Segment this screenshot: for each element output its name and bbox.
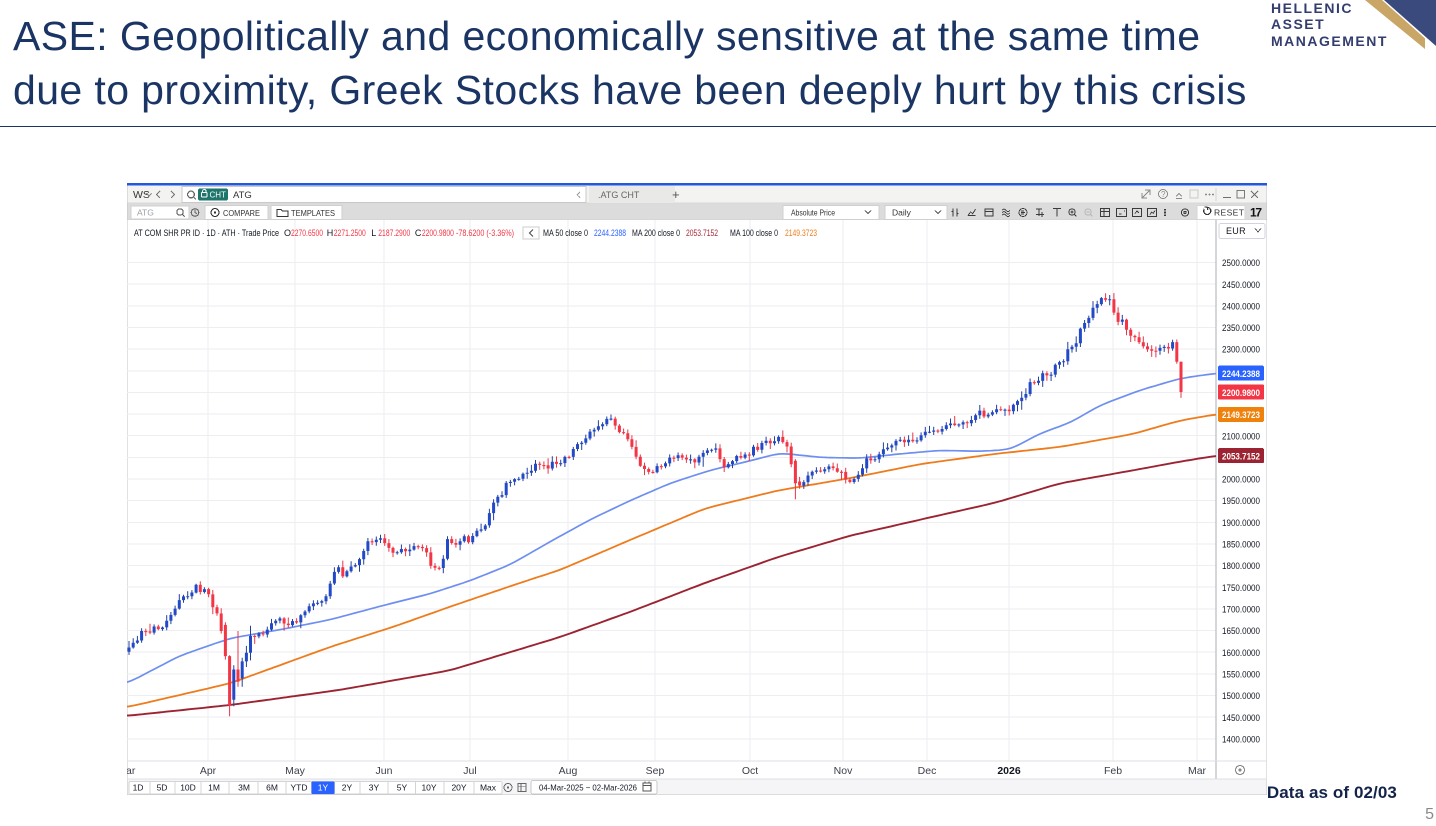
svg-text:1500.0000: 1500.0000 [1222, 691, 1260, 702]
svg-text:Daily: Daily [892, 207, 912, 217]
svg-text:2100.0000: 2100.0000 [1222, 431, 1260, 442]
svg-text:2000.0000: 2000.0000 [1222, 475, 1260, 486]
svg-text:Oct: Oct [742, 765, 758, 777]
svg-text:1D: 1D [133, 783, 144, 793]
svg-text:1900.0000: 1900.0000 [1222, 518, 1260, 529]
svg-text:1650.0000: 1650.0000 [1222, 626, 1260, 637]
svg-text:CHT: CHT [210, 191, 227, 200]
svg-text:5D: 5D [157, 783, 168, 793]
svg-text:3Y: 3Y [369, 783, 380, 793]
svg-text:1Y: 1Y [318, 783, 329, 793]
svg-text:10D: 10D [180, 783, 196, 793]
svg-text:Absolute Price: Absolute Price [791, 207, 835, 217]
svg-text:ATG: ATG [233, 190, 252, 201]
svg-text:TEMPLATES: TEMPLATES [291, 208, 335, 218]
svg-text:ar: ar [127, 765, 136, 777]
svg-text:1850.0000: 1850.0000 [1222, 540, 1260, 551]
svg-text:AT COM SHR PR ID · 1D · ATH ·: AT COM SHR PR ID · 1D · ATH · Trade Pric… [134, 228, 279, 238]
svg-text:5Y: 5Y [397, 783, 408, 793]
svg-text:2350.0000: 2350.0000 [1222, 323, 1260, 334]
svg-text:Max: Max [480, 783, 497, 793]
svg-text:2053.7152: 2053.7152 [1222, 452, 1260, 463]
svg-text:2270.6500: 2270.6500 [291, 228, 323, 238]
svg-text:O: O [284, 228, 291, 238]
svg-text:May: May [285, 765, 306, 777]
svg-text:04-Mar-2025 ~ 02-Mar-2026: 04-Mar-2025 ~ 02-Mar-2026 [539, 782, 637, 792]
svg-text:3M: 3M [238, 783, 250, 793]
svg-text:1750.0000: 1750.0000 [1222, 583, 1260, 594]
svg-text:17: 17 [1250, 205, 1262, 219]
svg-text:Jun: Jun [376, 765, 393, 777]
svg-text:1700.0000: 1700.0000 [1222, 605, 1260, 616]
svg-text:2271.2500: 2271.2500 [334, 228, 366, 238]
svg-text:MA 50 close 0: MA 50 close 0 [543, 228, 588, 238]
svg-text:2500.0000: 2500.0000 [1222, 258, 1260, 269]
svg-text:1800.0000: 1800.0000 [1222, 561, 1260, 572]
svg-text:RESET: RESET [1214, 208, 1244, 218]
svg-text:L: L [371, 228, 376, 238]
svg-text:2Y: 2Y [342, 783, 353, 793]
svg-text:Nov: Nov [834, 765, 853, 777]
svg-text:MA 100 close 0: MA 100 close 0 [730, 228, 778, 238]
svg-text:2053.7152: 2053.7152 [686, 228, 718, 238]
svg-text:2450.0000: 2450.0000 [1222, 280, 1260, 291]
svg-text:H: H [327, 228, 334, 238]
svg-text:20Y: 20Y [451, 783, 466, 793]
svg-text:Sep: Sep [646, 765, 665, 777]
svg-text:6M: 6M [266, 783, 278, 793]
svg-text:ATG: ATG [137, 208, 154, 218]
svg-text:2244.2388: 2244.2388 [594, 228, 626, 238]
svg-text:2400.0000: 2400.0000 [1222, 301, 1260, 312]
svg-text:1400.0000: 1400.0000 [1222, 734, 1260, 745]
svg-text:Apr: Apr [200, 765, 217, 777]
svg-text:2187.2900: 2187.2900 [378, 228, 410, 238]
svg-text:-78.6200 (-3.36%): -78.6200 (-3.36%) [456, 228, 514, 238]
svg-text:10Y: 10Y [421, 783, 436, 793]
svg-text:2149.3723: 2149.3723 [785, 228, 817, 238]
svg-text:+: + [672, 187, 680, 202]
svg-text:1600.0000: 1600.0000 [1222, 648, 1260, 659]
svg-text:1450.0000: 1450.0000 [1222, 713, 1260, 724]
svg-text:Jul: Jul [463, 765, 476, 777]
svg-text:C: C [415, 228, 422, 238]
svg-text:2244.2388: 2244.2388 [1222, 369, 1260, 380]
svg-text:2149.3723: 2149.3723 [1222, 410, 1260, 421]
svg-text:COMPARE: COMPARE [223, 208, 260, 218]
svg-text:MA 200 close 0: MA 200 close 0 [632, 228, 680, 238]
svg-text:Dec: Dec [918, 765, 937, 777]
svg-text:Mar: Mar [1188, 765, 1207, 777]
svg-text:WS: WS [133, 189, 150, 201]
svg-text:Aug: Aug [559, 765, 578, 777]
svg-text:1M: 1M [208, 783, 220, 793]
svg-text:2200.9800: 2200.9800 [1222, 388, 1260, 399]
svg-text:EUR: EUR [1226, 226, 1246, 236]
svg-text:2026: 2026 [997, 765, 1021, 777]
svg-text:YTD: YTD [291, 783, 308, 793]
svg-text:1950.0000: 1950.0000 [1222, 496, 1260, 507]
svg-text:.ATG CHT: .ATG CHT [598, 190, 640, 200]
svg-text:2200.9800: 2200.9800 [422, 228, 454, 238]
svg-text:?: ? [1161, 190, 1166, 199]
svg-text:1550.0000: 1550.0000 [1222, 670, 1260, 681]
svg-text:Feb: Feb [1104, 765, 1122, 777]
svg-text:2300.0000: 2300.0000 [1222, 345, 1260, 356]
